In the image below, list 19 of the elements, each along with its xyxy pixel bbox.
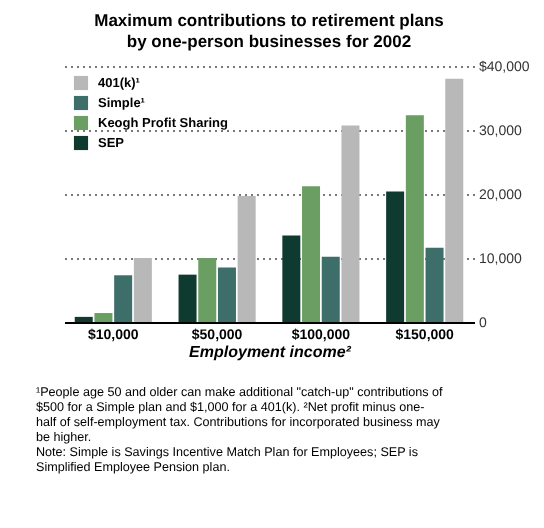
bar (321, 256, 340, 322)
bar (386, 191, 405, 322)
bar (405, 115, 424, 322)
bar (133, 258, 152, 322)
bar (217, 267, 236, 322)
bar (178, 274, 197, 322)
text: by one-person businesses for 2002 (126, 31, 412, 51)
bar (425, 247, 444, 322)
x-axis-title: Employment income² (189, 343, 352, 361)
bar (341, 125, 360, 322)
text: Maximum contributions to retirement plans (94, 10, 444, 30)
bar (198, 258, 217, 322)
bar (282, 235, 301, 322)
bar (445, 78, 464, 322)
bar (74, 316, 93, 322)
bar (237, 195, 256, 322)
bar (114, 275, 133, 322)
bar (302, 186, 321, 322)
bar (94, 313, 113, 322)
